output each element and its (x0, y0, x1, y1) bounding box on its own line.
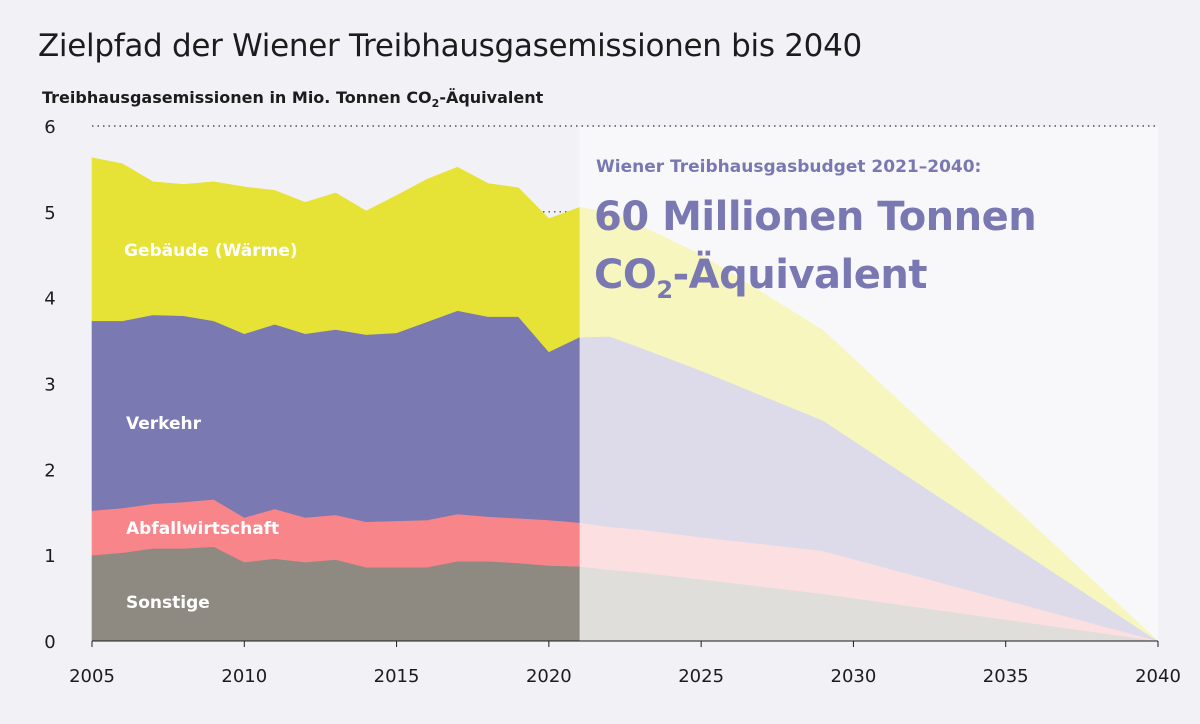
target-area-3 (579, 207, 1159, 642)
area-layers (91, 157, 1159, 642)
budget-value-line1: 60 Millionen Tonnen (594, 194, 1037, 240)
budget-value: 60 Millionen Tonnen CO2-Äquivalent (594, 188, 1037, 304)
budget-value-line2: CO2-Äquivalent (594, 246, 1036, 304)
budget-label: Wiener Treibhausgasbudget 2021–2040: (596, 157, 982, 177)
budget-suffix: -Äquivalent (672, 252, 928, 298)
y-axis-title-subscript: 2 (431, 97, 440, 110)
budget-co2: CO (594, 252, 657, 298)
y-axis: 0 1 2 3 4 5 6 (44, 117, 55, 653)
y-axis-title-main: Treibhausgasemissionen in Mio. Tonnen CO (42, 88, 432, 107)
historical-area-3 (91, 157, 580, 353)
budget-co2-subscript: 2 (656, 276, 673, 304)
x-tick-label: 2020 (526, 666, 572, 687)
area-label-verkehr: Verkehr (126, 414, 202, 434)
x-tick-label: 2025 (678, 666, 724, 687)
area-label-gebaeude: Gebäude (Wärme) (124, 241, 298, 261)
y-axis-title: Treibhausgasemissionen in Mio. Tonnen CO… (42, 88, 544, 110)
y-tick-label: 5 (44, 203, 55, 224)
x-tick-label: 2015 (374, 666, 420, 687)
y-tick-label: 3 (44, 375, 55, 396)
area-label-abfallwirtschaft: Abfallwirtschaft (126, 519, 280, 539)
x-axis: 2005 2010 2015 2020 2025 2030 2035 2040 (69, 640, 1181, 687)
y-tick-label: 6 (44, 117, 55, 138)
x-tick-label: 2035 (983, 666, 1029, 687)
x-tick-label: 2030 (831, 666, 877, 687)
y-tick-label: 2 (44, 460, 55, 481)
chart-title: Zielpfad der Wiener Treibhausgasemission… (38, 28, 862, 64)
y-tick-label: 1 (44, 546, 55, 567)
y-tick-label: 0 (44, 632, 55, 653)
x-tick-label: 2040 (1135, 666, 1181, 687)
area-label-sonstige: Sonstige (126, 593, 210, 613)
x-tick-label: 2005 (69, 666, 115, 687)
y-axis-title-suffix: -Äquivalent (439, 88, 544, 107)
y-tick-label: 4 (44, 289, 55, 310)
x-tick-label: 2010 (221, 666, 267, 687)
